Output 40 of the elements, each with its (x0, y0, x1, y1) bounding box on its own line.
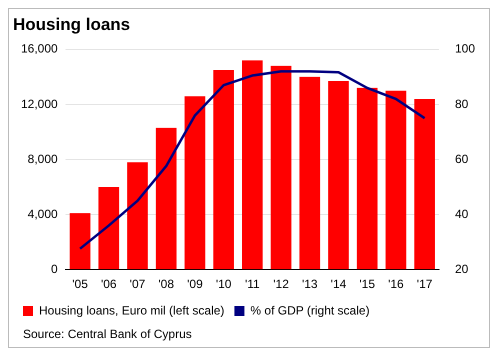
bar (127, 162, 148, 270)
y2-tick-label: 60 (454, 152, 469, 166)
x-tick-label: '14 (330, 277, 347, 292)
bar (70, 213, 90, 270)
bar (242, 60, 263, 270)
bar (328, 81, 349, 270)
bar (386, 90, 406, 270)
x-tick-label: '10 (216, 277, 232, 292)
bar (213, 70, 234, 270)
y-tick-label: 0 (51, 262, 58, 276)
x-tick-label: '06 (100, 277, 117, 292)
bar (356, 88, 378, 270)
x-tick-label: '12 (273, 277, 290, 292)
y-tick-label: 16,000 (21, 42, 58, 56)
chart-title: Housing loans (13, 14, 130, 34)
x-tick-label: '11 (244, 277, 260, 292)
legend-label: Housing loans, Euro mil (left scale) (39, 303, 224, 318)
y-tick-label: 4,000 (28, 206, 58, 221)
bar (270, 66, 292, 270)
x-tick-label: '17 (416, 277, 433, 292)
x-tick-label: '16 (388, 277, 404, 292)
bar (184, 96, 206, 270)
bar (156, 128, 177, 270)
x-tick-label: '08 (158, 277, 174, 292)
y2-tick-label: 80 (454, 96, 469, 111)
x-tick-label: '13 (302, 277, 318, 292)
source-note: Source: Central Bank of Cyprus (22, 327, 193, 343)
legend-label: % of GDP (right scale) (250, 303, 370, 318)
x-tick-label: '15 (359, 277, 376, 292)
x-tick-label: '09 (187, 277, 204, 292)
y2-tick-label: 20 (454, 262, 469, 276)
bar (299, 76, 320, 270)
y2-tick-label: 100 (454, 42, 476, 56)
x-tick-label: '05 (72, 277, 88, 292)
bar (414, 98, 435, 270)
x-tick-label: '07 (130, 277, 146, 292)
bar (98, 187, 120, 270)
y2-tick-label: 40 (454, 206, 469, 221)
y-tick-label: 8,000 (28, 152, 58, 166)
y-tick-label: 12,000 (21, 96, 58, 111)
